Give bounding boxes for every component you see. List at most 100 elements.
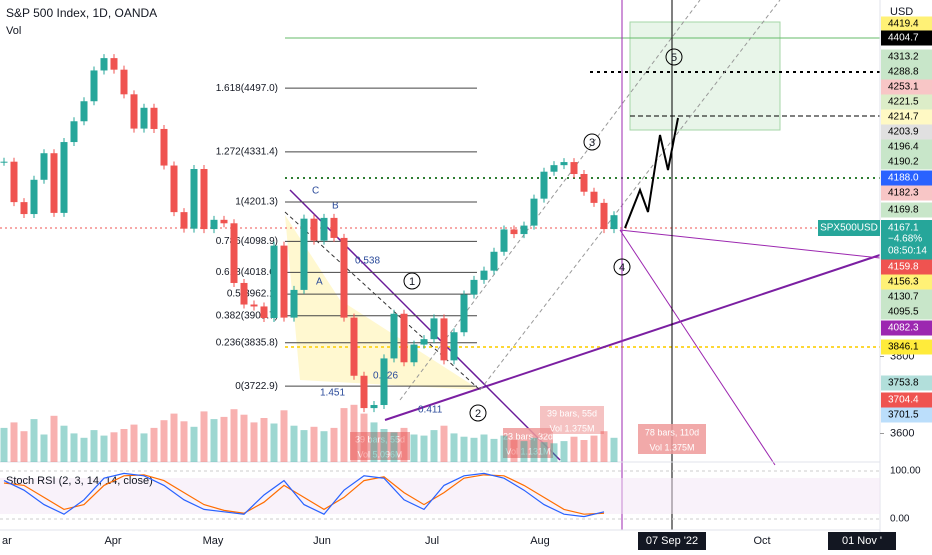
price-tag-label: 4182.3 xyxy=(888,188,919,199)
currency: USD xyxy=(890,6,913,18)
candle xyxy=(320,217,328,241)
volume-bar xyxy=(190,426,198,462)
symbol: SPX500USD xyxy=(820,223,878,234)
price-tag-label: 4095.5 xyxy=(888,307,919,318)
candle xyxy=(70,121,78,143)
measure-bars: 39 bars, 55d xyxy=(355,434,405,444)
letter: C xyxy=(312,186,319,197)
price-tag xyxy=(881,64,932,80)
volume-bar xyxy=(300,430,308,462)
volume-bar xyxy=(390,432,398,462)
candle xyxy=(20,202,28,215)
countdown: 08:50:14 xyxy=(888,246,927,257)
volume-bar xyxy=(570,436,578,462)
price-tag-label: 4404.7 xyxy=(888,33,919,44)
price-tag xyxy=(881,304,932,320)
volume-bar xyxy=(420,435,428,462)
price-tag xyxy=(881,320,932,336)
price-tag xyxy=(881,16,932,32)
volume-bar xyxy=(280,410,288,462)
x-tick-label: Aug xyxy=(530,535,550,547)
candle xyxy=(80,101,88,122)
channel xyxy=(479,0,781,391)
current-price-tag xyxy=(881,220,932,260)
trendline xyxy=(619,229,776,466)
price-tag-label: 4203.9 xyxy=(888,127,919,138)
candle xyxy=(550,165,558,172)
candle xyxy=(250,304,258,307)
price-tag-label: 4159.8 xyxy=(888,262,919,273)
candle xyxy=(570,162,578,175)
candle xyxy=(380,358,388,406)
volume-bar xyxy=(40,434,48,462)
candle xyxy=(420,339,428,345)
candle xyxy=(130,94,138,129)
price-tag xyxy=(881,392,932,408)
candle xyxy=(520,225,528,235)
volume-bar xyxy=(440,425,448,462)
candle xyxy=(60,142,68,213)
price-tag-label: 4214.7 xyxy=(888,112,919,123)
candle xyxy=(210,219,218,230)
x-tick-label: 01 Nov ' xyxy=(842,535,882,547)
candle xyxy=(500,229,508,252)
price-tag-label: 4188.0 xyxy=(888,173,919,184)
volume-bar xyxy=(220,416,228,462)
volume-bar xyxy=(30,419,38,462)
candle xyxy=(390,313,398,359)
volume-bar xyxy=(520,441,528,462)
candle xyxy=(30,179,38,215)
wave-label: 1 xyxy=(409,276,415,288)
letter: B xyxy=(332,201,339,212)
volume-bar xyxy=(550,443,558,462)
candle xyxy=(190,169,198,229)
wave-label: 3 xyxy=(589,137,595,149)
volume-bar xyxy=(10,422,18,462)
candle xyxy=(90,70,98,102)
volume-bar xyxy=(90,430,98,462)
volume-bar xyxy=(240,414,248,462)
price-tag xyxy=(881,274,932,290)
candle xyxy=(460,294,468,333)
measure-vol: Vol 1.131M xyxy=(505,446,550,456)
candle xyxy=(370,405,378,409)
projection-path xyxy=(624,117,679,229)
candle xyxy=(480,270,488,280)
candle xyxy=(50,153,58,213)
x-tick-label: ar xyxy=(2,535,12,547)
measure-bars: 78 bars, 110d xyxy=(645,427,699,437)
volume-bar xyxy=(400,427,408,462)
waves: 1 2 3 4 5 xyxy=(403,48,683,422)
candle xyxy=(530,198,538,226)
volume-bar xyxy=(50,415,58,462)
wave-label: 5 xyxy=(671,52,677,64)
candle xyxy=(440,318,448,361)
trendline xyxy=(619,229,881,259)
volume-bar xyxy=(160,420,168,462)
price-tag xyxy=(881,185,932,201)
volume-bar xyxy=(340,408,348,462)
volume-bar xyxy=(170,413,178,462)
candle xyxy=(270,245,278,318)
price-tag xyxy=(881,259,932,275)
price-tag-label: 4169.8 xyxy=(888,205,919,216)
volume-bar xyxy=(290,425,298,462)
volume-bar xyxy=(200,411,208,462)
candle xyxy=(110,58,118,70)
candle xyxy=(260,306,268,318)
candle xyxy=(560,162,568,166)
fib-label: 0.382(3905.7) xyxy=(216,310,278,321)
candle xyxy=(10,161,18,203)
candle xyxy=(400,313,408,363)
ratio: 0.411 xyxy=(418,405,443,416)
volume-bar xyxy=(450,433,458,462)
x-label-bg xyxy=(638,532,706,550)
price-tag xyxy=(881,30,932,46)
price-tag xyxy=(881,339,932,355)
wave-circle xyxy=(613,258,631,276)
price-tag xyxy=(881,79,932,95)
candle xyxy=(280,245,288,318)
candle xyxy=(510,229,518,235)
volume-bar xyxy=(250,422,258,462)
fib-label: 0(3722.9) xyxy=(235,381,278,392)
